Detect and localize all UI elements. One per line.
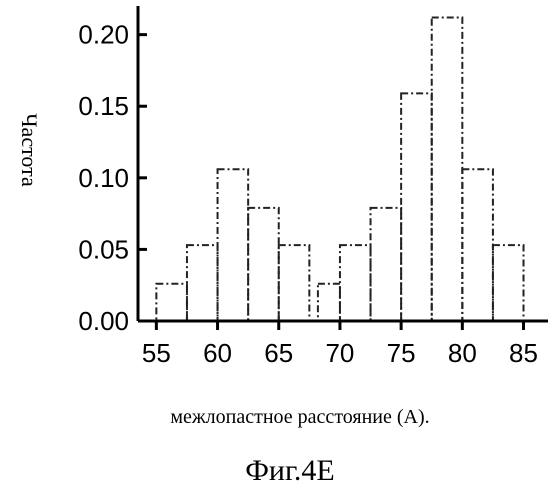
- y-tick-label: 0.05: [78, 234, 129, 264]
- figure-caption: Фиг.4Е: [245, 454, 335, 487]
- y-tick-label: 0.20: [78, 20, 129, 50]
- histogram-bar: [218, 169, 249, 321]
- histogram-bar: [462, 169, 493, 321]
- x-axis-label: межлопастное расстояние (А).: [170, 406, 429, 428]
- histogram-bar: [248, 208, 279, 321]
- y-axis-label: Частота: [17, 113, 42, 187]
- histogram-bar: [187, 245, 218, 321]
- histogram-bar: [279, 245, 310, 321]
- histogram-bar: [371, 208, 402, 321]
- y-tick-label: 0.00: [78, 306, 129, 336]
- x-tick-label: 85: [509, 338, 538, 368]
- histogram-bar: [318, 284, 340, 321]
- histogram-bar: [493, 245, 524, 321]
- histogram-bar: [432, 17, 463, 321]
- y-tick-label: 0.10: [78, 163, 129, 193]
- x-tick-label: 55: [142, 338, 171, 368]
- histogram-bar: [401, 93, 432, 321]
- x-tick-label: 75: [387, 338, 416, 368]
- histogram-bars: [156, 17, 523, 321]
- histogram-bar: [156, 284, 187, 321]
- axis-ticks: 0.00 0.05 0.10 0.15 0.20 55 60 65 70 75 80 85: [78, 20, 538, 368]
- y-tick-label: 0.15: [78, 91, 129, 121]
- x-tick-label: 65: [264, 338, 293, 368]
- x-tick-label: 60: [203, 338, 232, 368]
- x-tick-label: 80: [448, 338, 477, 368]
- x-tick-label: 70: [325, 338, 354, 368]
- histogram-bar: [340, 245, 371, 321]
